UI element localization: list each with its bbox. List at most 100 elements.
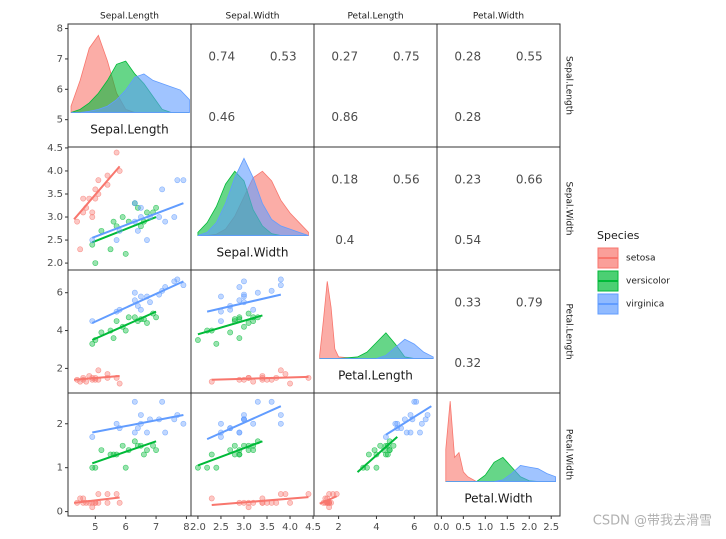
y-tick-label: 4.0 [47,166,63,177]
y-tick-label: 6 [57,288,63,299]
point [162,429,169,436]
point [328,499,334,506]
fit-line [91,202,184,239]
x-tick-label: 1.0 [477,522,493,533]
point [383,434,389,440]
point [92,186,99,193]
point [104,491,111,497]
strip-right: Petal.Width [564,429,574,480]
point [134,425,141,432]
strip-top: Petal.Width [473,12,524,22]
point [326,491,333,497]
x-tick-label: 0.0 [433,522,449,533]
point [95,491,102,497]
point [144,429,150,436]
panel [436,146,561,271]
panel [436,269,561,394]
strip-top: Sepal.Width [226,12,280,22]
point [407,429,414,436]
point [390,442,397,449]
panel [313,23,438,148]
point [241,412,247,418]
point [89,464,96,471]
correlation: 0.28 [454,50,481,64]
point [147,299,153,306]
point [273,499,280,506]
correlation: 0.75 [393,50,420,64]
correlation: 0.74 [208,50,235,64]
point [144,447,150,454]
point [373,464,380,471]
point [92,464,99,471]
point [245,320,252,326]
fit-line [211,496,309,507]
x-tick-label: 2.0 [190,522,206,533]
point [218,293,224,300]
strip-right: Sepal.Width [564,182,574,236]
point [241,293,247,300]
point [141,451,147,458]
point [236,284,243,290]
point [134,227,141,234]
point [131,438,138,445]
point [95,177,102,184]
point [162,218,169,225]
point [107,246,114,253]
correlation: 0.28 [454,110,481,124]
fit-line [91,440,157,465]
point [180,177,187,184]
point [92,260,99,266]
point [250,420,257,427]
point [254,289,261,296]
point [153,314,159,321]
point [116,380,123,387]
x-tick-label: 6 [411,522,417,533]
point [371,447,378,454]
correlation: 0.79 [516,296,543,310]
y-tick-label: 6 [57,84,63,95]
x-tick-label: 1.5 [499,522,515,533]
x-tick-label: 2.0 [521,522,537,533]
x-tick-label: 2.5 [543,522,559,533]
point [144,237,150,243]
point [180,282,187,289]
fit-line [73,496,120,504]
x-tick-label: 3.5 [259,522,275,533]
panel [67,269,192,394]
correlation: 0.32 [454,356,481,370]
y-tick-label: 3.5 [47,189,63,200]
diagonal-label: Sepal.Width [217,245,289,259]
point [77,246,84,253]
y-tick-label: 5 [57,115,63,126]
fit-line [91,216,157,244]
point [116,499,123,506]
fit-line [197,314,263,336]
point [377,442,384,449]
x-tick-label: 7 [153,522,159,533]
point [156,214,163,220]
x-tick-label: 5 [92,522,98,533]
density-area [71,73,190,113]
point [250,306,257,313]
point [213,340,220,347]
point [218,318,224,324]
x-tick-label: 2.5 [213,522,229,533]
point [227,329,234,336]
y-tick-label: 2 [57,419,63,430]
x-tick-label: 2 [335,522,341,533]
point [134,303,141,309]
point [268,287,275,294]
point [411,398,418,405]
point [144,209,150,216]
fit-line [385,405,432,436]
point [394,420,401,427]
legend-label: virginica [626,300,664,310]
point [417,429,423,436]
x-tick-label: 4.5 [305,522,321,533]
point [171,214,178,220]
x-tick-label: 6 [123,522,129,533]
correlation: 0.23 [454,173,481,187]
point [241,323,247,330]
strip-top: Sepal.Length [100,12,159,22]
